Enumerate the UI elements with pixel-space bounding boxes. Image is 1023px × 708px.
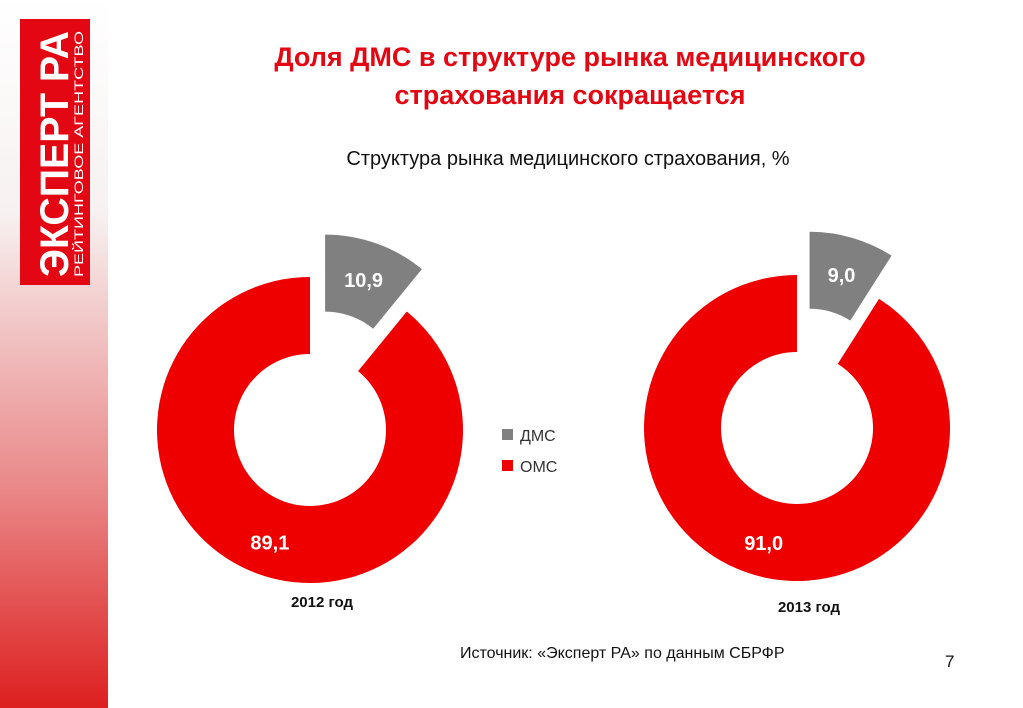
logo: ЭКСПЕРТ РА РЕЙТИНГОВОЕ АГЕНТСТВО: [20, 19, 90, 285]
logo-brand: ЭКСПЕРТ РА: [33, 31, 77, 277]
legend-marker-oms: [502, 460, 513, 471]
legend-marker-dms: [502, 429, 513, 440]
slice-oms-1: [157, 277, 464, 583]
legend-label-dms: ДМС: [520, 428, 556, 445]
slice-oms-2: [643, 275, 951, 582]
slice-dms-2: [809, 231, 892, 321]
data-label-oms-2: 91,0: [744, 533, 783, 555]
slice-dms-1: [325, 234, 422, 329]
year-label-2: 2013 год: [778, 599, 841, 616]
data-label-dms-1: 10,9: [344, 270, 383, 292]
source-note: Источник: «Эксперт РА» по данным СБРФР: [460, 645, 785, 662]
title-line-1: Доля ДМС в структуре рынка медицинского: [274, 42, 866, 72]
title-line-2: страхования сокращается: [394, 80, 746, 110]
logo-tagline: РЕЙТИНГОВОЕ АГЕНТСТВО: [71, 31, 86, 277]
legend-label-oms: ОМС: [520, 459, 557, 476]
data-label-oms-1: 89,1: [250, 533, 289, 555]
page-title: Доля ДМС в структуре рынка медицинского …: [170, 38, 970, 114]
chart-title: Структура рынка медицинского страхования…: [346, 148, 790, 170]
page-number: 7: [945, 652, 955, 671]
year-label-1: 2012 год: [291, 594, 354, 611]
data-label-dms-2: 9,0: [828, 265, 856, 287]
